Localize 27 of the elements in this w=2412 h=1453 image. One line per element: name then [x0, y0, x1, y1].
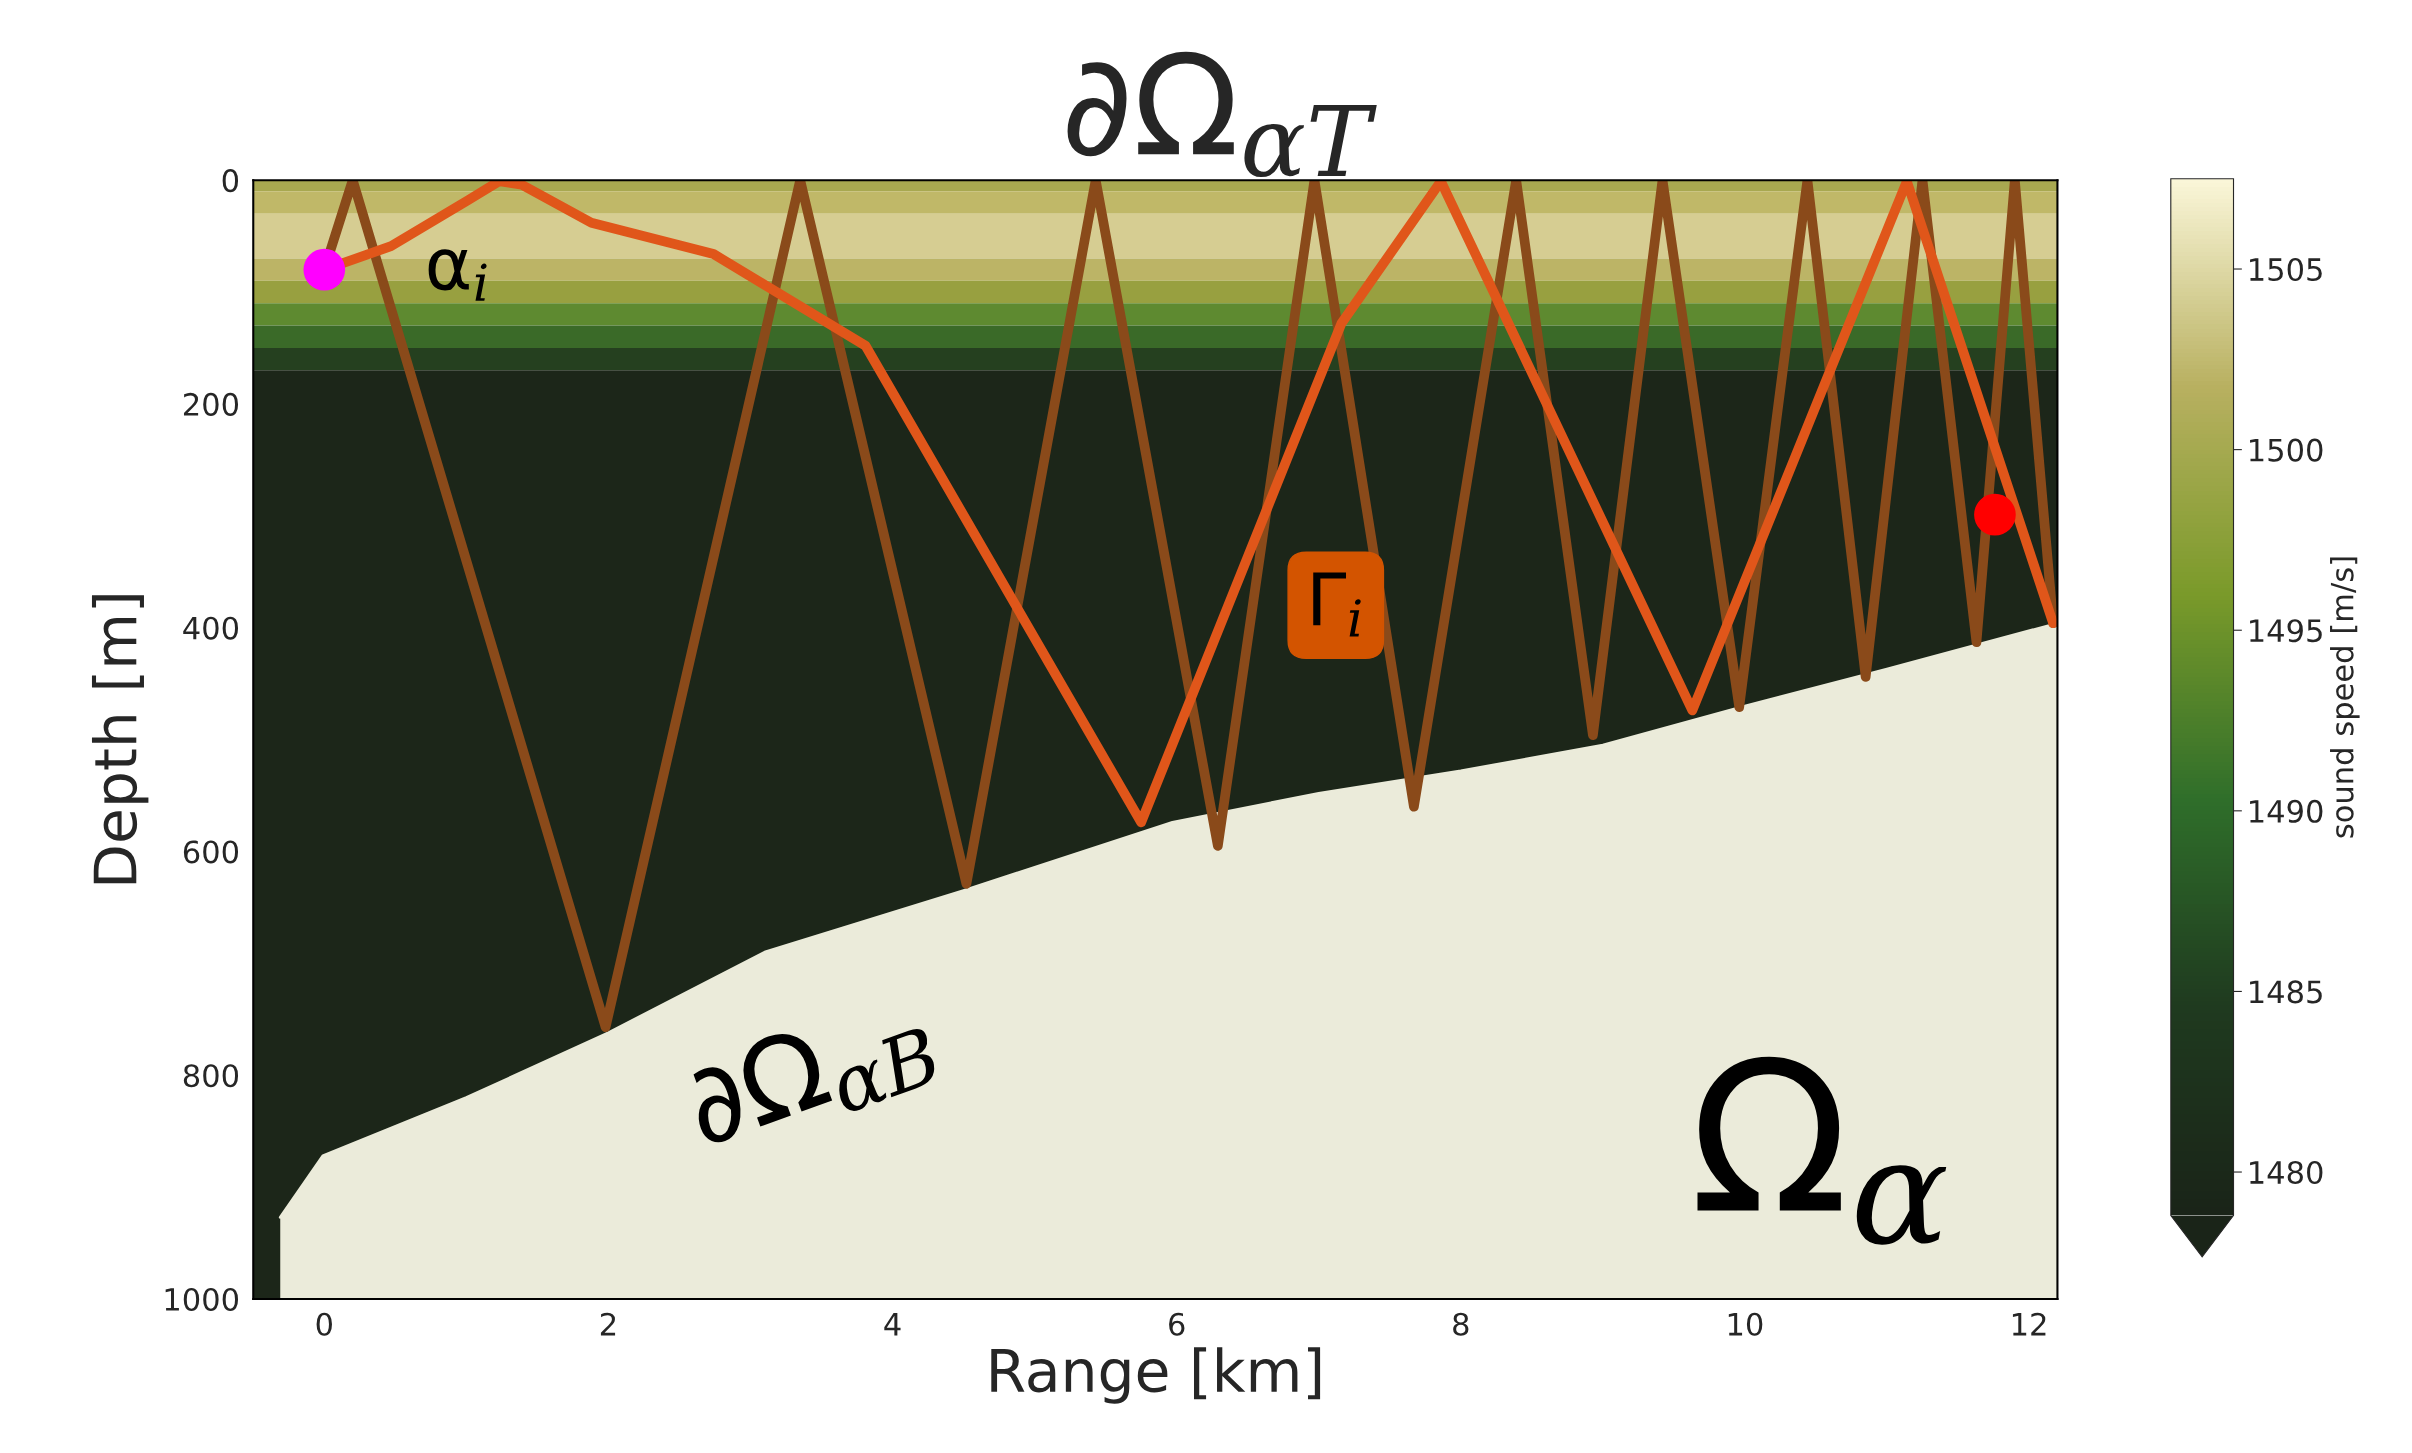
- x-tick-label: 6: [1169, 1312, 1185, 1336]
- color-bar-label: 1490: [2250, 799, 2323, 823]
- x-tick-label: 2: [600, 1312, 616, 1336]
- x-tick-label: 12: [2012, 1312, 2046, 1336]
- annotation: α$_{i}$: [428, 249, 487, 301]
- x-tick-label: 10: [1728, 1312, 1763, 1336]
- y-tick-label: 800: [183, 1064, 239, 1088]
- x-tick-label: 4: [884, 1313, 901, 1336]
- chart-title: ∂Ω$_{αT}$: [1067, 51, 1377, 178]
- annotation: ∂Ω$_{αB}$: [679, 985, 943, 1164]
- y-axis-title: Depth [m]: [91, 595, 149, 884]
- annotation: Ω$_{α}$: [1697, 1056, 1947, 1245]
- x-axis-title: Range [km]: [991, 1347, 1321, 1404]
- color-bar-label: 1485: [2250, 980, 2322, 1004]
- color-bar-title: sound speed [m/s]: [2330, 557, 2360, 838]
- y-tick-label: 600: [183, 840, 239, 864]
- y-tick-label: 200: [183, 392, 239, 416]
- y-tick-label: 0: [222, 169, 239, 193]
- x-tick-label: 8: [1453, 1312, 1469, 1336]
- annotation: Γ$_{i}$: [1313, 572, 1361, 637]
- color-bar-label: 1505: [2250, 257, 2322, 282]
- x-tick-label: 0: [316, 1312, 332, 1336]
- color-bar-label: 1500: [2250, 438, 2323, 462]
- color-bar-label: 1480: [2250, 1160, 2323, 1185]
- y-tick-label: 400: [183, 616, 239, 640]
- y-tick-label: 1000: [165, 1287, 239, 1312]
- color-bar-label: 1495: [2250, 619, 2322, 643]
